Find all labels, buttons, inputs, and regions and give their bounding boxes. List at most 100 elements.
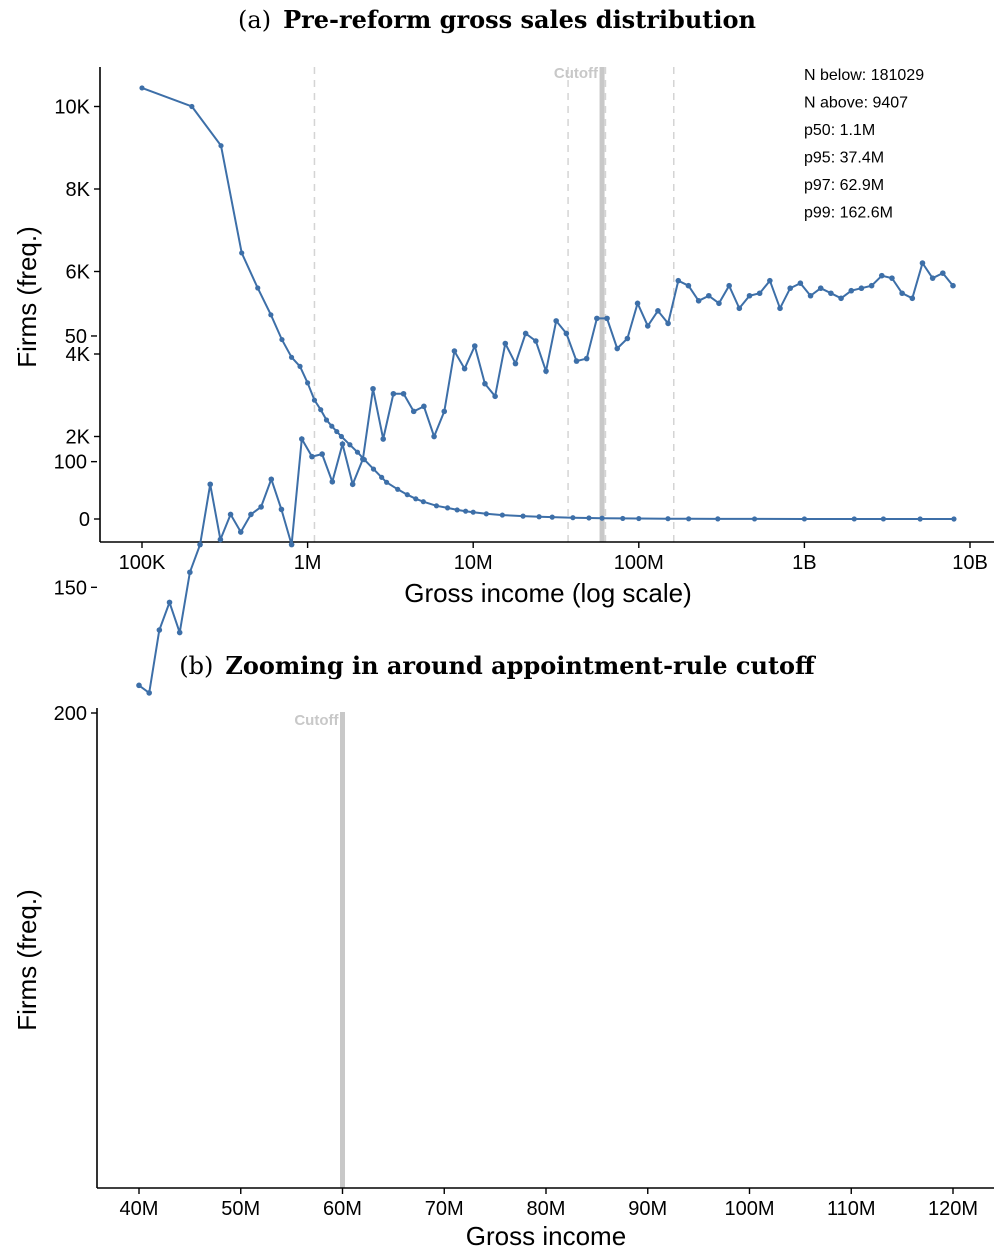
data-point	[828, 290, 834, 297]
x-tick-label: 120M	[928, 1198, 978, 1220]
panel-a-axes: 100K 1M 10M 100M 1B 10B 0 2K 4K 6K 8K 10K	[54, 97, 987, 575]
x-tick-label: 10M	[454, 552, 493, 574]
data-point	[675, 277, 682, 284]
data-point	[380, 436, 387, 442]
data-point	[919, 260, 926, 266]
x-tick-label: 40M	[120, 1198, 159, 1220]
data-point	[461, 365, 468, 372]
data-point	[940, 270, 946, 276]
data-point	[706, 292, 712, 299]
data-point	[917, 516, 923, 522]
data-point	[715, 516, 721, 522]
x-tick-label: 100K	[119, 552, 166, 574]
data-point	[471, 343, 478, 349]
panel-a-title: (a) Pre-reform gross sales distribution	[238, 5, 756, 34]
panel-a-y-axis-title: Firms (freq.)	[12, 226, 42, 368]
stat-line: N below: 181029	[804, 67, 924, 84]
data-point	[746, 292, 753, 299]
data-point	[379, 474, 385, 480]
x-tick-label: 80M	[527, 1198, 566, 1220]
data-point	[482, 380, 488, 387]
stat-line: p95: 37.4M	[804, 150, 884, 167]
data-point	[492, 393, 498, 400]
cutoff-label: Cutoff	[294, 712, 339, 729]
data-point	[624, 335, 631, 342]
panel-b-y-axis-title: Firms (freq.)	[12, 889, 42, 1031]
data-point	[502, 340, 509, 347]
data-point	[156, 627, 163, 633]
data-point	[390, 390, 397, 397]
data-point	[634, 300, 641, 307]
panel-b-plot-area	[136, 260, 956, 696]
x-tick-label: 100M	[614, 552, 664, 574]
data-point	[347, 442, 353, 448]
data-point	[756, 290, 763, 297]
data-point	[139, 85, 145, 91]
panel-a-reference-lines: Cutoff	[313, 65, 675, 542]
data-point	[563, 330, 570, 337]
x-tick-label: 100M	[724, 1198, 774, 1220]
data-point	[176, 629, 183, 636]
data-point	[288, 354, 295, 360]
panel-b-reference-lines: Cutoff	[294, 712, 345, 1188]
data-point	[751, 516, 758, 522]
data-point	[189, 103, 195, 110]
data-point	[136, 682, 142, 689]
data-point	[278, 506, 285, 513]
data-point	[599, 515, 605, 521]
data-point	[410, 408, 417, 415]
data-point	[889, 275, 895, 281]
data-point	[268, 312, 274, 318]
data-point	[311, 397, 318, 403]
data-point	[237, 529, 244, 535]
data-point	[433, 503, 440, 509]
stat-line: p50: 1.1M	[804, 122, 875, 139]
data-point	[929, 275, 936, 281]
data-point	[767, 277, 773, 284]
data-point	[533, 338, 539, 344]
data-point	[268, 476, 275, 483]
data-point	[512, 360, 519, 367]
data-point	[258, 504, 264, 510]
data-point	[549, 514, 555, 520]
data-point	[329, 423, 335, 429]
data-point	[726, 282, 732, 289]
data-point	[288, 541, 295, 548]
y-tick-label: 10K	[54, 97, 90, 119]
data-point	[499, 512, 505, 518]
panel-b-x-axis-title: Gross income	[466, 1221, 626, 1251]
data-point	[404, 492, 410, 498]
data-point	[454, 507, 460, 513]
data-point	[604, 315, 610, 322]
data-point	[583, 355, 590, 362]
data-point	[695, 297, 702, 304]
data-point	[868, 282, 875, 289]
data-point	[384, 479, 390, 485]
data-point	[636, 515, 642, 522]
data-point	[297, 363, 303, 369]
y-tick-label: 50	[65, 326, 87, 348]
data-point	[187, 569, 193, 576]
data-point	[413, 496, 419, 502]
data-point	[777, 305, 783, 312]
data-point	[483, 511, 489, 517]
data-point	[309, 453, 315, 460]
data-point	[470, 509, 476, 515]
x-tick-label: 90M	[628, 1198, 667, 1220]
y-tick-label: 6K	[66, 262, 91, 284]
panel-a-title-main: Pre-reform gross sales distribution	[283, 5, 756, 34]
data-point	[536, 514, 542, 520]
data-point	[520, 513, 526, 519]
y-tick-label: 0	[79, 509, 90, 531]
data-point	[665, 516, 671, 522]
data-point	[431, 433, 437, 440]
data-point	[899, 290, 905, 297]
data-point	[553, 318, 559, 324]
data-point	[360, 456, 366, 462]
x-tick-label: 10B	[952, 552, 988, 574]
y-tick-label: 200	[54, 703, 87, 725]
data-point	[319, 451, 325, 457]
data-point	[851, 516, 857, 522]
data-point	[227, 511, 234, 518]
data-point	[329, 478, 336, 485]
